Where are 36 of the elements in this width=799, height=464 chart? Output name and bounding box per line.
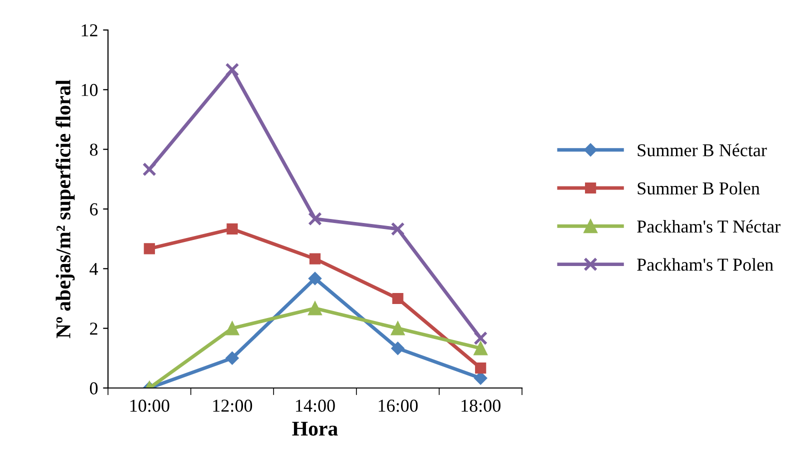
point xyxy=(308,301,322,316)
point xyxy=(226,352,239,365)
point xyxy=(308,212,322,226)
y-tick-label: 8 xyxy=(90,144,98,156)
y-tick-label: 4 xyxy=(90,263,98,275)
y-tick-label: 2 xyxy=(90,322,98,335)
point xyxy=(475,362,486,374)
point xyxy=(474,341,488,356)
point xyxy=(474,372,488,385)
y-axis-title: Nº abejas/m² superficie floral xyxy=(56,80,75,338)
point xyxy=(308,272,322,286)
point xyxy=(391,342,404,355)
point xyxy=(392,292,404,304)
x-tick-label: 10:00 xyxy=(130,400,170,412)
x-tick-label: 18:00 xyxy=(462,400,500,412)
point xyxy=(474,331,488,346)
legend-label: Summer B Polen xyxy=(638,182,760,194)
y-tick-label: 0 xyxy=(90,382,98,394)
point xyxy=(390,222,405,236)
x-tick-label: 12:00 xyxy=(213,400,252,412)
x-tick-label: 16:00 xyxy=(378,400,418,412)
x-tick-label: 14:00 xyxy=(296,400,335,412)
y-tick-label: 6 xyxy=(90,203,98,216)
legend-label: Packham's T Néctar xyxy=(637,220,780,233)
y-tick-label: 10 xyxy=(82,84,98,96)
legend-label: Packham's T Polen xyxy=(637,258,774,271)
point xyxy=(144,243,155,254)
point xyxy=(225,62,240,77)
y-tick-label: 12 xyxy=(82,24,98,36)
point xyxy=(142,162,156,176)
point xyxy=(309,253,321,264)
point xyxy=(390,321,405,336)
legend-label: Summer B Néctar xyxy=(638,144,767,156)
point xyxy=(225,321,240,336)
x-axis-title: Hora xyxy=(292,422,338,436)
point xyxy=(226,223,238,235)
